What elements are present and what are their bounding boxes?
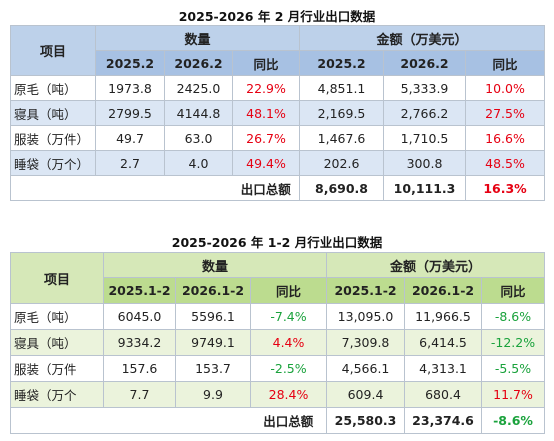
total-amount-curr: 10,111.3 xyxy=(383,175,467,201)
quantity-prev: 6045.0 xyxy=(103,303,176,330)
total-spacer xyxy=(10,175,233,201)
export-table-february: 项目 数量 金额（万美元） 2025.2 2026.2 同比 2025.2 20… xyxy=(10,25,546,201)
quantity-yoy: -2.5% xyxy=(249,355,328,382)
quantity-yoy: 4.4% xyxy=(249,329,328,356)
col-header: 同比 xyxy=(481,277,546,304)
table-row: 原毛（吨） 1973.8 2425.0 22.9% 4,851.1 5,333.9 10.0… xyxy=(10,75,546,101)
amount-prev: 13,095.0 xyxy=(326,303,406,330)
amount-curr: 300.8 xyxy=(383,150,467,176)
total-amount-prev: 25,580.3 xyxy=(326,407,406,434)
quantity-curr: 4.0 xyxy=(164,150,233,176)
quantity-curr: 9749.1 xyxy=(175,329,251,356)
amount-prev: 7,309.8 xyxy=(326,329,406,356)
amount-curr: 1,710.5 xyxy=(383,125,467,151)
table1-body: 原毛（吨） 1973.8 2425.0 22.9% 4,851.1 5,333.9 10.0… xyxy=(10,75,546,176)
export-table-jan-feb: 项目 数量 金额（万美元） 2025.1-2 2026.1-2 同比 2025.… xyxy=(10,252,546,434)
col-header: 2026.1-2 xyxy=(404,277,483,304)
amount-yoy: 11.7% xyxy=(481,381,546,408)
amount-yoy: -5.5% xyxy=(481,355,546,382)
quantity-curr: 9.9 xyxy=(175,381,251,408)
quantity-yoy: 26.7% xyxy=(231,125,301,151)
table-row: 寝具（吨） 9334.2 9749.1 4.4% 7,309.8 6,414.5 -12.2… xyxy=(10,329,546,356)
quantity-yoy: 28.4% xyxy=(249,381,328,408)
amount-curr: 2,766.2 xyxy=(383,100,467,126)
quantity-yoy: 49.4% xyxy=(231,150,301,176)
amount-yoy: 16.6% xyxy=(465,125,546,151)
col-header: 2025.1-2 xyxy=(326,277,406,304)
table2-body: 原毛（吨） 6045.0 5596.1 -7.4% 13,095.0 11,966.5 -8… xyxy=(10,303,546,408)
quantity-curr: 5596.1 xyxy=(175,303,251,330)
amount-yoy: -12.2% xyxy=(481,329,546,356)
item-header: 项目 xyxy=(10,25,96,76)
quantity-yoy: 22.9% xyxy=(231,75,301,101)
amount-curr: 5,333.9 xyxy=(383,75,467,101)
amount-yoy: -8.6% xyxy=(481,303,546,330)
table2-title: 2025-2026 年 1-2 月行业出口数据 xyxy=(171,235,383,250)
amount-prev: 202.6 xyxy=(299,150,385,176)
table-row: 服装（万件） 49.7 63.0 26.7% 1,467.6 1,710.5 16.6% xyxy=(10,125,546,151)
quantity-header: 数量 xyxy=(94,25,301,51)
total-amount-curr: 23,374.6 xyxy=(404,407,483,434)
quantity-yoy: -7.4% xyxy=(249,303,328,330)
amount-yoy: 48.5% xyxy=(465,150,546,176)
total-yoy: 16.3% xyxy=(465,175,546,201)
quantity-curr: 153.7 xyxy=(175,355,251,382)
quantity-prev: 1973.8 xyxy=(95,75,165,101)
amount-prev: 1,467.6 xyxy=(299,125,385,151)
table-row: 原毛（吨） 6045.0 5596.1 -7.4% 13,095.0 11,966.5 -8… xyxy=(10,303,546,330)
table-row: 服装（万件 157.6 153.7 -2.5% 4,566.1 4,313.1 -5.5% xyxy=(10,355,546,382)
quantity-curr: 4144.8 xyxy=(164,100,233,126)
amount-curr: 6,414.5 xyxy=(404,329,483,356)
total-label: 出口总额 xyxy=(232,175,301,201)
amount-curr: 4,313.1 xyxy=(404,355,483,382)
amount-prev: 4,566.1 xyxy=(326,355,406,382)
row-label: 寝具（吨） xyxy=(10,100,96,126)
quantity-curr: 63.0 xyxy=(164,125,233,151)
amount-prev: 609.4 xyxy=(326,381,406,408)
amount-yoy: 27.5% xyxy=(465,100,546,126)
table-row: 睡袋（万个 7.7 9.9 28.4% 609.4 680.4 11.7% xyxy=(10,381,546,408)
total-yoy: -8.6% xyxy=(481,407,546,434)
quantity-prev: 2799.5 xyxy=(95,100,165,126)
col-header: 同比 xyxy=(231,50,301,76)
total-label: 出口总额 xyxy=(250,407,328,434)
amount-curr: 680.4 xyxy=(404,381,483,408)
quantity-curr: 2425.0 xyxy=(164,75,233,101)
amount-prev: 2,169.5 xyxy=(299,100,385,126)
quantity-prev: 2.7 xyxy=(95,150,165,176)
amount-prev: 4,851.1 xyxy=(299,75,385,101)
col-header: 2025.2 xyxy=(299,50,385,76)
col-header: 同比 xyxy=(249,277,328,304)
row-label: 服装（万件 xyxy=(10,355,104,382)
row-label: 寝具（吨） xyxy=(10,329,104,356)
table-row: 睡袋（万个） 2.7 4.0 49.4% 202.6 300.8 48.5% xyxy=(10,150,546,176)
quantity-prev: 9334.2 xyxy=(103,329,176,356)
row-label: 原毛（吨） xyxy=(10,75,96,101)
row-label: 服装（万件） xyxy=(10,125,96,151)
col-header: 2026.2 xyxy=(164,50,233,76)
quantity-yoy: 48.1% xyxy=(231,100,301,126)
amount-yoy: 10.0% xyxy=(465,75,546,101)
item-header: 项目 xyxy=(10,252,104,304)
col-header: 同比 xyxy=(465,50,546,76)
total-spacer xyxy=(10,407,251,434)
quantity-header: 数量 xyxy=(102,252,328,278)
col-header: 2026.2 xyxy=(383,50,467,76)
col-header: 2026.1-2 xyxy=(175,277,251,304)
amount-header: 金额（万美元） xyxy=(299,25,546,51)
col-header: 2025.2 xyxy=(95,50,165,76)
row-label: 睡袋（万个 xyxy=(10,381,104,408)
quantity-prev: 157.6 xyxy=(103,355,176,382)
total-amount-prev: 8,690.8 xyxy=(299,175,385,201)
quantity-prev: 49.7 xyxy=(95,125,165,151)
row-label: 睡袋（万个） xyxy=(10,150,96,176)
row-label: 原毛（吨） xyxy=(10,303,104,330)
table1-title: 2025-2026 年 2 月行业出口数据 xyxy=(178,9,376,24)
table-row: 寝具（吨） 2799.5 4144.8 48.1% 2,169.5 2,766.2 27.5… xyxy=(10,100,546,126)
col-header: 2025.1-2 xyxy=(103,277,176,304)
amount-curr: 11,966.5 xyxy=(404,303,483,330)
amount-header: 金额（万美元） xyxy=(326,252,546,278)
quantity-prev: 7.7 xyxy=(103,381,176,408)
